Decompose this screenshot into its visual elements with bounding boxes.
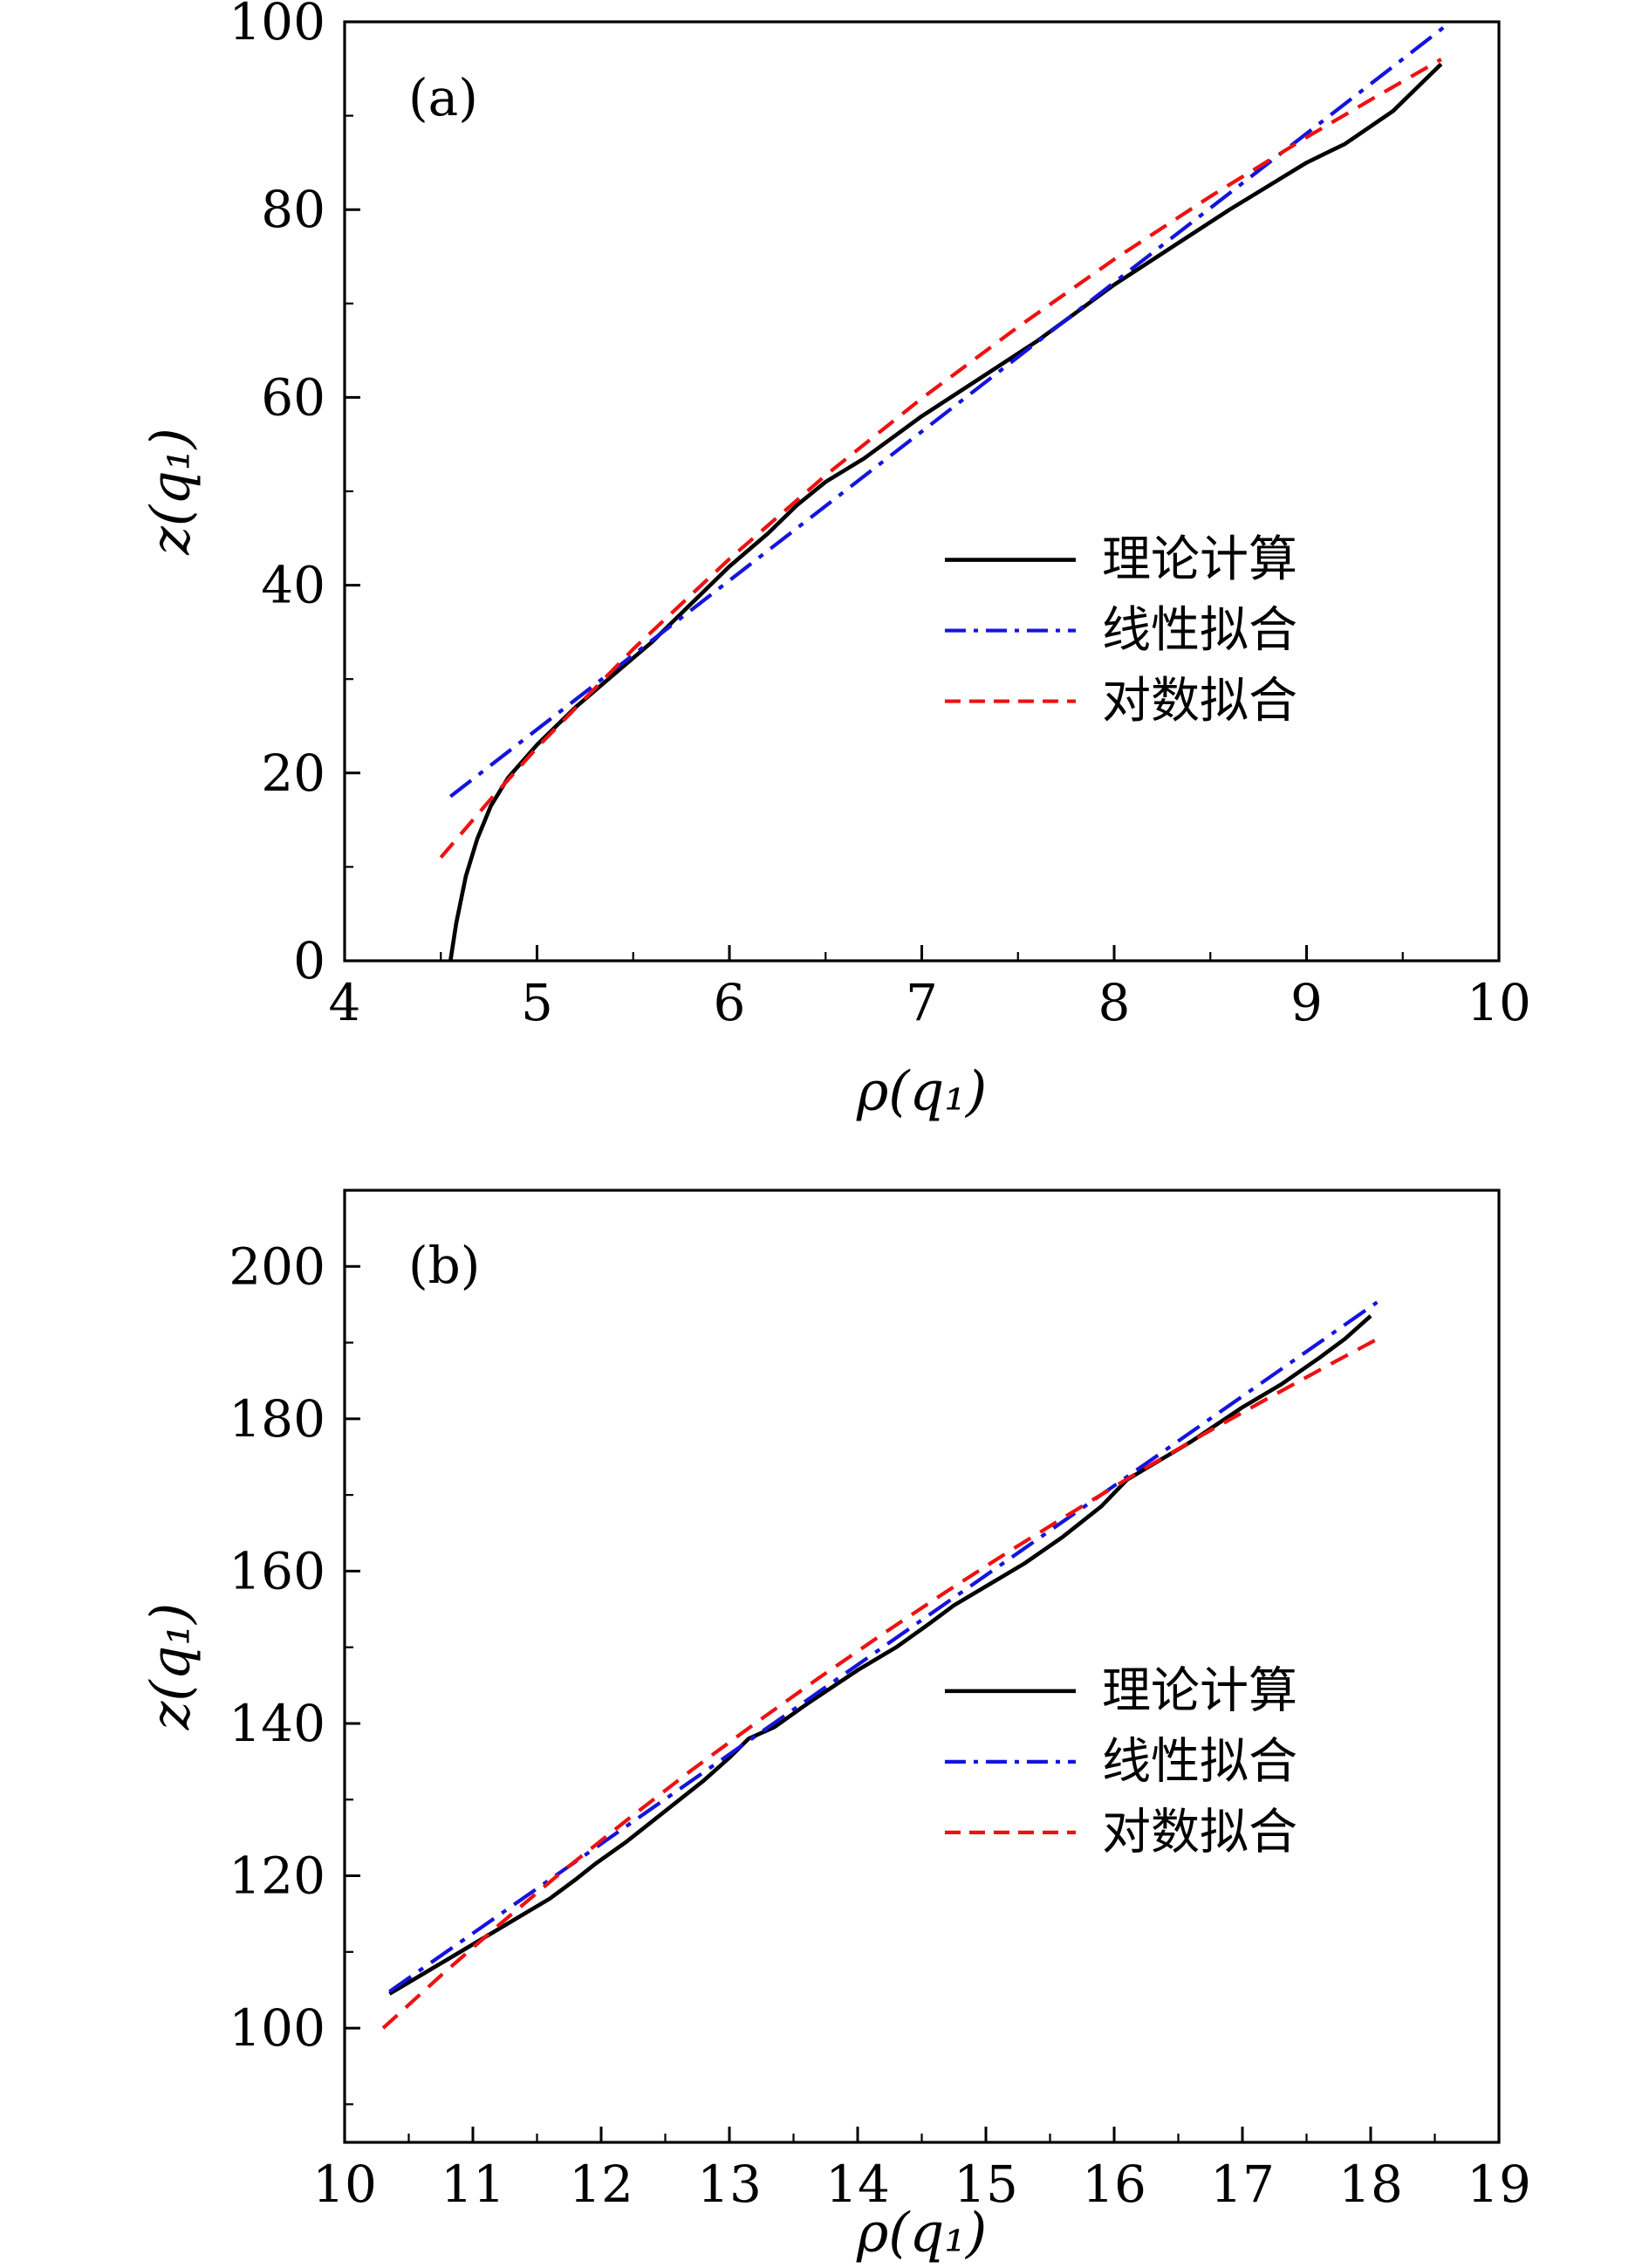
legend-item-theory: 理论计算 — [944, 1662, 1297, 1719]
x-tick-label: 8 — [1098, 973, 1131, 1032]
x-tick-label: 9 — [1290, 973, 1323, 1032]
x-axis-label: ρ(q₁) — [856, 2201, 987, 2265]
y-tick-label: 180 — [229, 1389, 325, 1449]
plot-frame — [343, 20, 1501, 963]
x-tick-label: 13 — [697, 2155, 762, 2214]
panel-label: (b) — [408, 1236, 480, 1295]
series-theory — [388, 1314, 1372, 1996]
x-tick-label: 12 — [569, 2155, 633, 2214]
series-log-fit — [439, 58, 1442, 859]
legend-label-linear-fit: 线性拟合 — [1102, 1733, 1297, 1790]
legend-item-log-fit: 对数拟合 — [944, 1804, 1297, 1860]
y-tick-label: 40 — [261, 556, 325, 615]
y-tick-label: 120 — [229, 1847, 325, 1906]
legend-item-linear-fit: 线性拟合 — [944, 1733, 1297, 1790]
series-linear-fit — [449, 20, 1453, 798]
x-tick-label: 17 — [1210, 2155, 1275, 2214]
y-axis-label: z(q₁) — [139, 1603, 202, 1731]
x-tick-label: 16 — [1082, 2155, 1146, 2214]
legend-item-log-fit: 对数拟合 — [944, 673, 1297, 730]
y-tick-label: 160 — [229, 1541, 325, 1600]
plot-frame — [343, 1189, 1501, 2144]
legend-label-log-fit: 对数拟合 — [1102, 673, 1297, 730]
x-tick-label: 15 — [954, 2155, 1018, 2214]
legend-item-theory: 理论计算 — [944, 531, 1297, 588]
y-tick-label: 60 — [261, 367, 325, 427]
y-tick-label: 100 — [229, 1998, 325, 2058]
series-linear-fit — [388, 1300, 1379, 1993]
y-tick-label: 80 — [261, 180, 325, 239]
x-tick-label: 14 — [825, 2155, 890, 2214]
x-axis-label: ρ(q₁) — [856, 1059, 987, 1123]
y-tick-label: 20 — [261, 743, 325, 803]
panel-label: (a) — [408, 68, 478, 127]
panel-b-chart: 10 11 12 13 14 15 16 17 18 19 100 120 140 160 180 200 (b… — [139, 1189, 1531, 2265]
y-tick-label: 0 — [293, 931, 325, 990]
legend-item-linear-fit: 线性拟合 — [944, 602, 1297, 659]
x-tick-label: 18 — [1338, 2155, 1403, 2214]
y-tick-label: 100 — [229, 0, 325, 51]
x-tick-label: 10 — [312, 2155, 377, 2214]
x-tick-label: 10 — [1467, 973, 1531, 1032]
y-axis-label: z(q₁) — [139, 428, 202, 556]
legend-label-linear-fit: 线性拟合 — [1102, 602, 1297, 659]
legend-label-theory: 理论计算 — [1102, 1662, 1297, 1719]
series-log-fit — [381, 1333, 1385, 2030]
axis-ticks: 10 11 12 13 14 15 16 17 18 19 100 120 140 160 180 200 — [229, 1189, 1531, 2214]
y-tick-label: 140 — [229, 1694, 325, 1753]
legend-label-theory: 理论计算 — [1102, 531, 1297, 588]
legend-label-log-fit: 对数拟合 — [1102, 1804, 1297, 1860]
x-tick-label: 19 — [1467, 2155, 1531, 2214]
x-tick-label: 4 — [329, 973, 361, 1032]
x-tick-label: 5 — [521, 973, 553, 1032]
y-tick-label: 200 — [229, 1237, 325, 1296]
series-theory — [448, 62, 1443, 962]
panel-a-chart: 4 5 6 7 8 9 10020406080100(a)ρ(q₁)z(q₁)理论计算线性拟… — [139, 0, 1531, 1123]
x-tick-label: 6 — [714, 973, 746, 1032]
x-tick-label: 7 — [906, 973, 938, 1032]
x-tick-label: 11 — [441, 2155, 505, 2214]
